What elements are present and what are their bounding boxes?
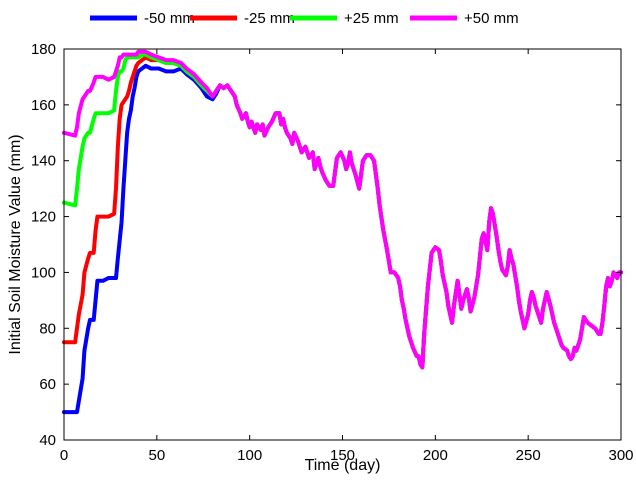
y-axis-ticks: 40 60 80 100 120 140 160 180 xyxy=(31,41,621,449)
y-tick-label: 80 xyxy=(39,320,56,337)
y-tick-label: 60 xyxy=(39,376,56,393)
y-tick-label: 180 xyxy=(31,41,56,58)
y-axis-label: Initial Soil Moisture Value (mm) xyxy=(7,134,24,354)
x-axis-label: Time (day) xyxy=(305,457,381,474)
legend: -50 mm -25 mm +25 mm +50 mm xyxy=(90,10,519,27)
legend-label-3: +50 mm xyxy=(464,10,519,27)
x-tick-label: 150 xyxy=(330,447,355,464)
x-tick-label: 50 xyxy=(148,447,165,464)
legend-label-0: -50 mm xyxy=(144,10,195,27)
legend-label-1: -25 mm xyxy=(244,10,295,27)
series-layer xyxy=(62,49,623,415)
x-axis-ticks: 0 50 100 150 200 250 300 xyxy=(60,49,634,464)
y-tick-label: 160 xyxy=(31,97,56,114)
x-tick-label: 250 xyxy=(516,447,541,464)
x-tick-label: 0 xyxy=(60,447,68,464)
y-tick-label: 140 xyxy=(31,153,56,170)
y-tick-label: 120 xyxy=(31,209,56,226)
y-tick-label: 40 xyxy=(39,432,56,449)
y-tick-label: 100 xyxy=(31,264,56,281)
x-tick-label: 300 xyxy=(608,447,633,464)
legend-label-2: +25 mm xyxy=(344,10,399,27)
x-tick-label: 200 xyxy=(423,447,448,464)
x-tick-label: 100 xyxy=(237,447,262,464)
series-line-3 xyxy=(62,49,623,370)
